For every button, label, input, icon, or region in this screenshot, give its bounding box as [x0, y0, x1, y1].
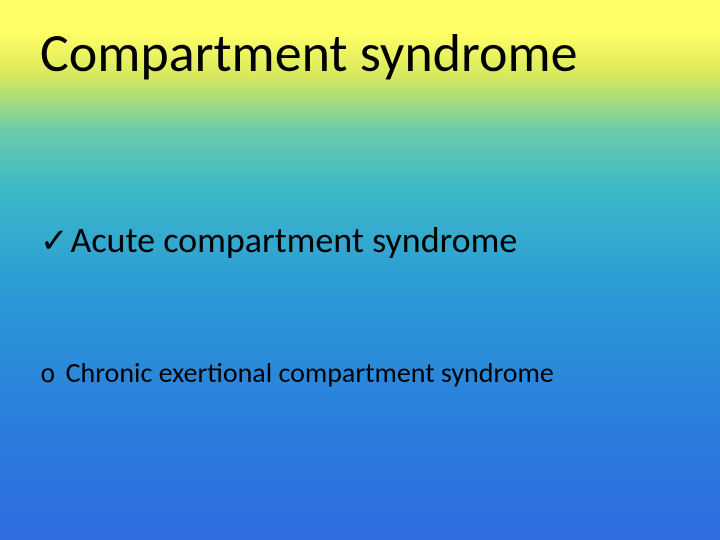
list-item: o Chronic exertional compartment syndrom… — [40, 355, 554, 390]
slide-title: Compartment syndrome — [40, 20, 578, 86]
circle-bullet-icon: o — [40, 360, 56, 390]
list-item-label: Acute compartment syndrome — [71, 218, 518, 262]
slide: Compartment syndrome ✓ Acute compartment… — [0, 0, 720, 540]
checkmark-icon: ✓ — [40, 221, 69, 261]
list-item: ✓ Acute compartment syndrome — [40, 218, 517, 262]
list-item-label: Chronic exertional compartment syndrome — [66, 355, 554, 390]
